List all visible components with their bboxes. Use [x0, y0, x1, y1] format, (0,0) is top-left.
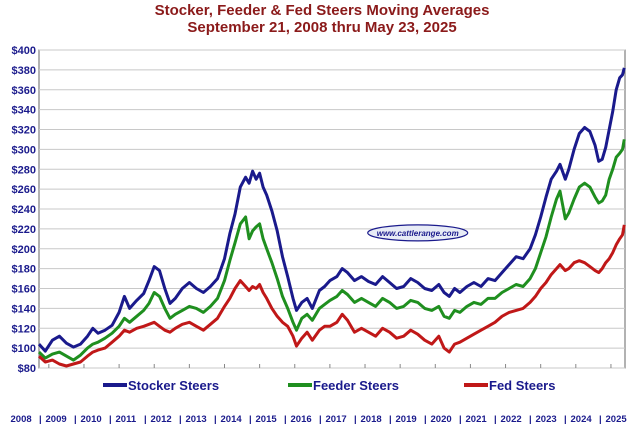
x-label-separator: |	[39, 414, 42, 425]
y-tick-label: $100	[12, 343, 36, 355]
series-line-stocker-steers	[37, 67, 626, 353]
x-label-separator: |	[494, 414, 497, 425]
x-label-separator: |	[74, 414, 77, 425]
x-label-separator: |	[354, 414, 357, 425]
legend-label: Feeder Steers	[313, 378, 399, 393]
x-tick-label: 2013	[185, 414, 207, 425]
legend: Stocker Steers Feeder Steers Fed Steers	[103, 378, 555, 393]
y-tick-label: $140	[12, 303, 36, 315]
x-tick-label: 2024	[570, 414, 592, 425]
legend-label: Stocker Steers	[128, 378, 219, 393]
x-tick-label: 2017	[325, 414, 347, 425]
x-tick-label: 2012	[150, 414, 172, 425]
x-axis-labels: 2008 | 2009 | 2010 | 2011 | 2012 | 2013 | 2014 | 2015 |…	[0, 414, 644, 428]
x-label-separator: |	[564, 414, 567, 425]
watermark-ellipse	[367, 224, 469, 242]
x-label-separator: |	[529, 414, 532, 425]
y-tick-label: $120	[12, 323, 36, 335]
y-tick-label: $320	[12, 125, 36, 137]
y-tick-label: $280	[12, 164, 36, 176]
x-tick-label: 2021	[465, 414, 487, 425]
y-tick-label: $240	[12, 204, 36, 216]
y-tick-label: $200	[12, 244, 36, 256]
gridlines	[39, 49, 625, 369]
x-label-separator: |	[214, 414, 217, 425]
y-tick-label: $80	[18, 363, 36, 375]
x-label-separator: |	[319, 414, 322, 425]
y-tick-label: $160	[12, 284, 36, 296]
x-year-dividers	[48, 364, 612, 368]
series-line-feeder-steers	[37, 139, 626, 362]
x-label-separator: |	[144, 414, 147, 425]
legend-label: Fed Steers	[489, 378, 555, 393]
series-line-fed-steers	[37, 224, 626, 368]
x-label-separator: |	[599, 414, 602, 425]
x-label-separator: |	[249, 414, 252, 425]
y-tick-label: $380	[12, 65, 36, 77]
y-tick-label: $360	[12, 85, 36, 97]
x-label-separator: |	[179, 414, 182, 425]
x-tick-label: 2016	[290, 414, 312, 425]
y-tick-label: $340	[12, 105, 36, 117]
y-tick-label: $220	[12, 224, 36, 236]
x-tick-label: 2011	[115, 414, 137, 425]
y-tick-label: $400	[12, 45, 36, 57]
x-label-separator: |	[389, 414, 392, 425]
y-tick-label: $300	[12, 144, 36, 156]
x-tick-label: 2018	[360, 414, 382, 425]
x-tick-label: 2015	[255, 414, 277, 425]
x-label-separator: |	[459, 414, 462, 425]
x-tick-label: 2019	[395, 414, 417, 425]
x-tick-label: 2014	[220, 414, 242, 425]
x-label-separator: |	[284, 414, 287, 425]
series-lines	[37, 67, 626, 368]
y-axis-ticks: $80 $100 $120 $140 $160 $180 $200 $220 $240 $260 $…	[12, 45, 36, 375]
chart-title: Stocker, Feeder & Fed Steers Moving Aver…	[154, 2, 490, 19]
watermark-text: www.cattlerange.com	[377, 229, 459, 238]
chart-subtitle: September 21, 2008 thru May 23, 2025	[187, 19, 457, 36]
x-tick-label: 2025	[605, 414, 627, 425]
x-tick-label: 2023	[535, 414, 557, 425]
x-label-separator: |	[424, 414, 427, 425]
x-tick-label: 2022	[500, 414, 522, 425]
x-tick-label: 2009	[45, 414, 67, 425]
x-tick-label: 2008	[10, 414, 32, 425]
y-tick-label: $180	[12, 264, 36, 276]
x-label-separator: |	[109, 414, 112, 425]
x-tick-label: 2020	[430, 414, 452, 425]
watermark-badge: www.cattlerange.com	[367, 224, 469, 242]
x-tick-label: 2010	[80, 414, 102, 425]
y-tick-label: $260	[12, 184, 36, 196]
